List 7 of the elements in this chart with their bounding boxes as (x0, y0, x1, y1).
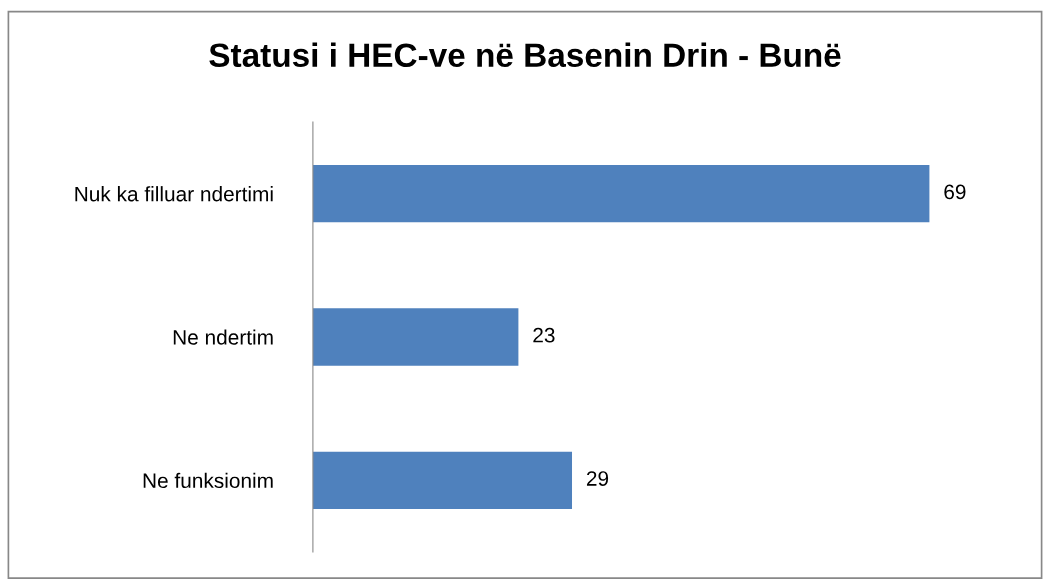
data-label: 23 (533, 327, 555, 343)
data-label: 69 (944, 184, 966, 200)
data-label: 29 (586, 471, 609, 486)
y-tick-label: Ne ndertim (173, 329, 273, 345)
y-tick-label: Nuk ka filluar ndertimi (75, 186, 273, 202)
chart-title: Statusi i HEC-ve në Basenin Drin - Bunë (209, 42, 841, 68)
y-tick-label: Ne funksionim (143, 472, 273, 489)
